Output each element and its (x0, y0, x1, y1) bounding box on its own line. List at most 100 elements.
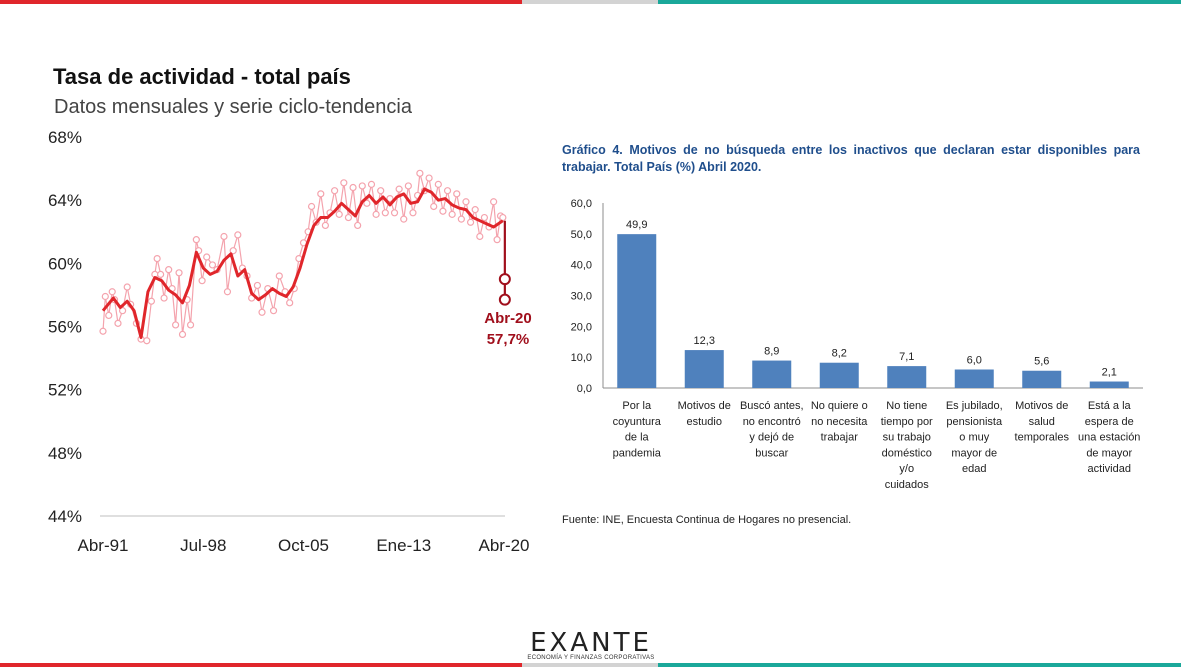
monthly-point (363, 199, 371, 207)
bar-category-label: no encontró (743, 416, 801, 428)
y-tick-labels: 68% 64% 60% 56% 52% 48% 44% (48, 128, 82, 526)
y-tick-label: 44% (48, 507, 82, 526)
bar (887, 366, 927, 388)
monthly-point (439, 207, 447, 215)
y-tick-label: 68% (48, 128, 82, 147)
monthly-point (143, 337, 151, 345)
bar-value-label: 5,6 (1034, 356, 1049, 368)
monthly-point (499, 213, 507, 222)
bar-category-label: no necesita (811, 416, 868, 428)
bar-category-label: coyuntura (613, 416, 662, 428)
monthly-point (178, 330, 187, 338)
monthly-point (358, 182, 366, 190)
annotation-label: Abr-20 (484, 310, 532, 327)
monthly-point (203, 253, 211, 261)
monthly-point (160, 294, 168, 302)
monthly-point (430, 202, 438, 211)
monthly-point (114, 319, 122, 327)
monthly-point (147, 297, 155, 305)
bar-category-label: de la (625, 432, 650, 444)
bottom-accent-red (0, 663, 522, 667)
bar-category-label: salud (1029, 416, 1055, 428)
monthly-point (462, 198, 470, 206)
top-accent-red (0, 0, 522, 4)
bar-category-label: edad (962, 463, 986, 475)
bar-category-label: o muy (959, 432, 989, 444)
bar-value-label: 49,9 (626, 219, 647, 231)
monthly-point (395, 185, 403, 193)
monthly-point (367, 180, 376, 188)
exante-logo: EXANTE ECONOMÍA Y FINANZAS CORPORATIVAS (521, 628, 661, 661)
bar (819, 362, 859, 388)
right-chart-title: Gráfico 4. Motivos de no búsqueda entre … (562, 143, 1140, 174)
monthly-point (175, 269, 183, 277)
monthly-point (372, 210, 380, 218)
bar-category-label: tiempo por (881, 416, 933, 428)
monthly-point (123, 283, 131, 291)
top-accent-grey (522, 0, 658, 4)
bar (1089, 381, 1129, 388)
bar (752, 360, 792, 388)
monthly-point (208, 261, 217, 269)
bar-y-tick-label: 0,0 (577, 383, 592, 395)
bar-category-label: y dejó de (749, 432, 794, 444)
bar-category-label: pandemia (613, 447, 662, 459)
bar-category-label: mayor de (951, 447, 997, 459)
bar-category-label: Es jubilado, (946, 400, 1003, 412)
bar-category-label: No quiere o (811, 400, 868, 412)
bottom-accent-bar (0, 663, 1181, 667)
bar-category-label: Motivos de (678, 400, 731, 412)
trend-line (101, 187, 504, 340)
bar-category-label: buscar (755, 447, 788, 459)
bar (1022, 370, 1062, 388)
bottom-accent-grey (522, 663, 658, 667)
monthly-point (118, 307, 127, 315)
bar-category-label: temporales (1015, 432, 1070, 444)
left-chart-subtitle: Datos mensuales y serie ciclo-tendencia (54, 96, 412, 118)
x-tick-labels: Abr-91 Jul-98 Oct-05 Ene-13 Abr-20 (77, 536, 529, 555)
top-accent-teal (658, 0, 1181, 4)
bar-category-label: Motivos de (1015, 400, 1068, 412)
bar-value-label: 2,1 (1102, 367, 1117, 379)
monthly-point (223, 288, 232, 296)
bar-category-label: y/o (899, 463, 914, 475)
monthly-point (101, 292, 109, 301)
monthly-point (425, 174, 433, 182)
monthly-point (340, 179, 348, 187)
bar-category-label: No tiene (886, 400, 927, 412)
monthly-point (480, 213, 489, 222)
annotation-value: 57,7% (487, 331, 530, 348)
monthly-point (377, 187, 385, 195)
left-chart-title: Tasa de actividad - total país (53, 64, 351, 89)
monthly-point (386, 194, 394, 203)
y-tick-label: 64% (48, 191, 82, 210)
monthly-point (349, 183, 357, 192)
bar-category-label: su trabajo (883, 432, 931, 444)
monthly-point (434, 180, 442, 188)
bar-y-tick-label: 60,0 (571, 198, 592, 210)
monthly-point (157, 270, 165, 278)
monthly-point (466, 218, 475, 226)
monthly-point (307, 202, 316, 211)
monthly-point (354, 221, 362, 230)
source-note: Fuente: INE, Encuesta Continua de Hogare… (562, 514, 852, 526)
drop-point (498, 273, 511, 286)
bar (954, 369, 994, 388)
bar-category-label: estudio (687, 416, 722, 428)
activity-rate-line-chart: 68% 64% 60% 56% 52% 48% 44% Abr-91 Jul-98 Oct-05… (48, 128, 532, 555)
bar-category-label: cuidados (885, 479, 930, 491)
monthly-point (476, 232, 484, 241)
monthly-point (409, 209, 417, 217)
bar-category-label: Por la (622, 400, 652, 412)
monthly-point (453, 190, 461, 198)
monthly-point (229, 247, 237, 255)
monthly-point (448, 210, 456, 218)
monthly-point (443, 187, 452, 195)
bar (617, 234, 657, 388)
bar-category-label: pensionista (946, 416, 1003, 428)
monthly-point (493, 236, 501, 244)
monthly-point (186, 321, 195, 329)
monthly-point (275, 272, 283, 280)
y-tick-label: 60% (48, 254, 82, 273)
trend-series (101, 187, 504, 340)
